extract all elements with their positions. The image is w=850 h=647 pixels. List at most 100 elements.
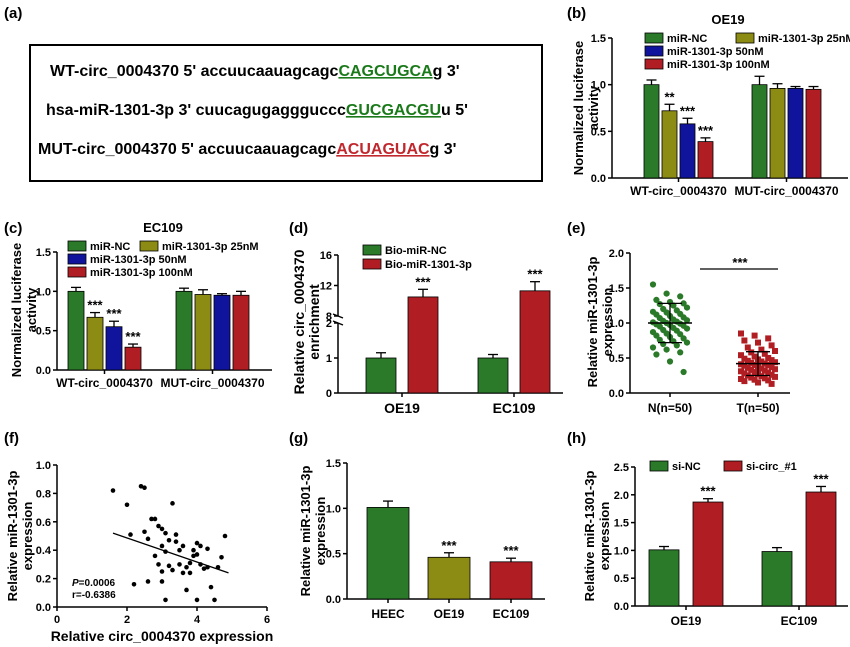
chart-e-x-tick-label: T(n=50): [736, 401, 779, 415]
chart-f-fit-line: [112, 532, 229, 574]
panel-label-h: (h): [567, 430, 586, 447]
chart-f-point: [152, 516, 158, 522]
sequence-end-3: 5': [451, 102, 468, 119]
chart-c-bar: [194, 294, 212, 371]
chart-b-legend-label: miR-1301-3p 50nM: [667, 46, 764, 58]
chart-e-point-N: [666, 358, 674, 365]
chart-c-legend-swatch: [67, 253, 87, 265]
chart-b-bar: [787, 88, 804, 179]
chart-e-point-T: [741, 362, 748, 369]
chart-f-point: [191, 547, 196, 553]
chart-c-x-tick-label: WT-circ_0004370: [56, 376, 153, 390]
chart-h-x-tick-label: EC109: [781, 614, 818, 628]
chart-e-y-tick-label: 1.5: [609, 283, 624, 295]
chart-e-point-N: [677, 349, 684, 356]
chart-b: 0.00.51.01.5********WT-circ_0004370 MUT-c…: [571, 12, 850, 198]
sequence-end-5: 5': [179, 63, 201, 80]
binding-site: CAGCUGCA: [338, 63, 433, 80]
chart-e-point-T: [751, 353, 758, 360]
chart-e-point-T: [744, 364, 751, 371]
chart-d-y-label: Relative circ_0004370enrichment: [291, 249, 322, 394]
chart-c-bar: [213, 294, 231, 371]
panel-label-a: (a): [4, 5, 22, 22]
chart-b-y-tick-label: 0.5: [591, 126, 606, 138]
chart-h-y-tick-label: 1.0: [614, 545, 629, 557]
chart-e-point-T: [751, 369, 758, 375]
chart-e-point-T: [755, 339, 761, 346]
chart-g-significance: ***: [441, 538, 457, 553]
chart-c-bar: [86, 316, 104, 371]
sequence-name: MUT-circ_0004370: [38, 141, 177, 158]
sequence-name: hsa-miR-1301-3p: [46, 102, 174, 119]
sequence-suffix: u: [441, 102, 451, 119]
chart-f-point: [212, 597, 217, 603]
chart-f-point: [173, 539, 179, 544]
sequence-suffix: g: [430, 141, 440, 158]
chart-f-y-tick-label: 0.6: [36, 517, 51, 529]
chart-f-x-label: Relative circ_0004370 expression: [51, 628, 274, 644]
chart-f-x-tick-label: 0: [54, 614, 60, 626]
chart-c: 0.00.51.01.5*********WT-circ_0004370 MUT-…: [9, 220, 272, 390]
chart-f-point: [173, 532, 179, 537]
chart-c-y-label: Normalized luciferaseactivity: [9, 243, 39, 377]
chart-g-bar: [489, 561, 533, 600]
chart-c-legend-label: miR-NC: [90, 241, 130, 253]
chart-d-significance: ***: [415, 274, 431, 289]
chart-f-point: [152, 553, 158, 559]
chart-f-point: [163, 597, 168, 603]
chart-f-point: [191, 553, 196, 559]
chart-e-point-T: [741, 355, 748, 362]
chart-d-legend-label: Bio-miR-NC: [385, 245, 447, 257]
chart-h-bar: [761, 551, 793, 607]
chart-h-y-label-line2: expression: [597, 502, 612, 571]
chart-f-point: [177, 562, 182, 567]
chart-d-legend-label: Bio-miR-1301-3p: [385, 259, 472, 271]
chart-e-point-N: [680, 300, 687, 307]
chart-d-bar: [519, 290, 551, 394]
chart-b-title: OE19: [711, 12, 744, 27]
chart-h-y-tick-label: 0.0: [614, 601, 629, 613]
chart-b-y-tick-label: 0.0: [591, 173, 606, 185]
chart-b-y-label-line2: activity: [586, 85, 601, 131]
chart-f-point: [219, 555, 224, 560]
chart-e-point-T: [765, 355, 772, 361]
chart-c-y-tick-label: 0.5: [36, 326, 51, 338]
chart-f-point: [187, 570, 193, 576]
chart-e-point-N: [683, 325, 691, 332]
chart-f-point: [194, 552, 200, 557]
chart-f-point: [177, 547, 182, 553]
sequence-row-1: WT-circ_0004370 5' accuucaauagcagcCAGCUG…: [50, 63, 460, 80]
chart-e-point-T: [765, 377, 772, 384]
chart-e-point-T: [738, 368, 744, 375]
chart-e-y-label-line2: expression: [600, 288, 615, 357]
chart-f-point: [142, 485, 147, 491]
chart-h-y-tick-label: 2.0: [614, 490, 629, 502]
chart-f-point: [159, 526, 165, 532]
chart-f-point: [124, 502, 130, 508]
chart-b-bar: [697, 141, 714, 179]
chart-e-point-T: [768, 364, 775, 371]
chart-e-y-label: Relative miR-1301-3pexpression: [585, 257, 615, 388]
chart-f-y-label-line2: expression: [20, 502, 35, 571]
chart-e-point-T: [768, 357, 775, 364]
chart-e-point-N: [656, 336, 663, 343]
chart-g: 0.0 0.5 1.0 1.5 HEEC *** OE19 *** EC109 Relative …: [298, 458, 545, 621]
chart-d-y-tick-label: 0: [326, 388, 332, 400]
chart-d-x-tick-label: OE19: [384, 400, 420, 416]
chart-g-y-tick-label: 0.5: [326, 549, 341, 561]
chart-g-x-tick-label: OE19: [434, 607, 465, 621]
chart-f-point: [145, 536, 151, 542]
chart-b-significance: ***: [680, 103, 696, 118]
chart-h-y-tick-label: 2.5: [614, 462, 629, 474]
sequence-prefix: cuucagugaggguccc: [196, 102, 346, 119]
panel-label-f: (f): [4, 430, 19, 447]
chart-h-y-label-line1: Relative miR-1301-3p: [582, 471, 597, 602]
chart-f-point: [128, 532, 133, 537]
chart-e-point-N: [677, 331, 684, 338]
chart-f-point: [159, 543, 165, 549]
chart-e-point-N: [649, 281, 657, 288]
chart-f-point: [156, 562, 161, 567]
sequence-end-3: 3': [439, 141, 456, 158]
chart-f-y-tick-label: 1.0: [36, 460, 51, 472]
